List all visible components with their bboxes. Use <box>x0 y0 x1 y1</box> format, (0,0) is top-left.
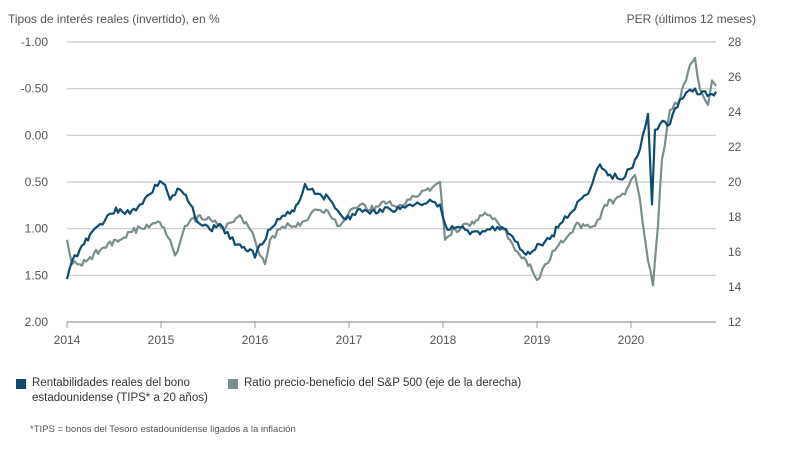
legend-label: Ratio precio-beneficio del S&P 500 (eje … <box>244 377 522 389</box>
right-tick-label: 18 <box>728 210 742 224</box>
footnote: *TIPS = bonos del Tesoro estadounidense … <box>30 424 296 435</box>
legend-label: Rentabilidades reales del bono <box>32 377 190 389</box>
x-tick-label: 2020 <box>618 333 645 347</box>
right-tick-label: 20 <box>728 175 742 189</box>
legend-swatch-per <box>228 379 238 389</box>
legend-item-per: Ratio precio-beneficio del S&P 500 (eje … <box>228 376 521 391</box>
legend-label: estadounidense (TIPS* a 20 años) <box>32 392 208 404</box>
x-tick-label: 2017 <box>336 333 363 347</box>
left-tick-label: 0.50 <box>25 175 49 189</box>
x-tick-label: 2019 <box>524 333 551 347</box>
right-tick-label: 12 <box>728 315 742 329</box>
right-tick-label: 22 <box>728 140 742 154</box>
left-tick-label: 2.00 <box>25 315 49 329</box>
x-tick-label: 2018 <box>430 333 457 347</box>
left-tick-label: -0.50 <box>21 82 49 96</box>
left-tick-label: 1.00 <box>25 222 49 236</box>
left-tick-label: -1.00 <box>21 35 49 49</box>
right-tick-label: 28 <box>728 35 742 49</box>
left-tick-label: 1.50 <box>25 268 49 282</box>
x-tick-label: 2016 <box>242 333 269 347</box>
left-axis-title: Tipos de interés reales (invertido), en … <box>8 12 220 26</box>
right-tick-label: 14 <box>728 280 742 294</box>
x-tick-label: 2014 <box>54 333 81 347</box>
right-tick-label: 24 <box>728 105 742 119</box>
right-axis-title: PER (últimos 12 meses) <box>626 12 756 26</box>
legend-swatch-tips <box>16 379 26 389</box>
left-tick-label: 0.00 <box>25 128 49 142</box>
legend-item-tips: Rentabilidades reales del bono estadounid… <box>16 376 208 406</box>
series-line-tips <box>65 87 717 280</box>
x-tick-label: 2015 <box>148 333 175 347</box>
right-tick-label: 26 <box>728 70 742 84</box>
series-line-per <box>65 56 717 287</box>
right-tick-label: 16 <box>728 245 742 259</box>
